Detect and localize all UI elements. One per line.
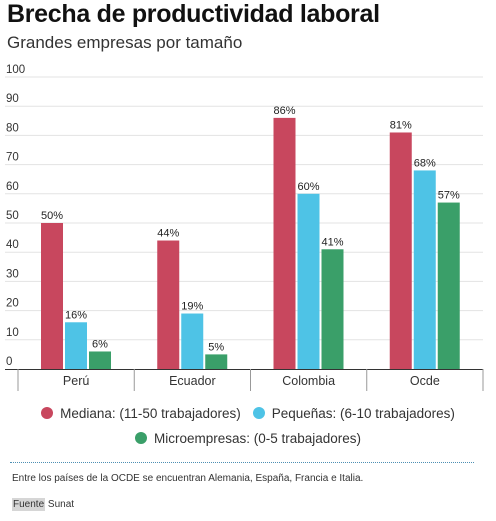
data-label: 41% bbox=[321, 236, 343, 248]
bar bbox=[321, 249, 344, 369]
bar bbox=[389, 132, 412, 369]
data-label: 68% bbox=[414, 157, 436, 169]
legend-item-mediana[interactable]: Mediana: (11-50 trabajadores) bbox=[41, 406, 241, 421]
y-tick-label: 70 bbox=[6, 152, 19, 164]
bar bbox=[65, 322, 87, 369]
bar bbox=[181, 313, 204, 369]
legend-label-pequenas: Pequeñas: (6-10 trabajadores) bbox=[271, 405, 455, 421]
data-label: 19% bbox=[181, 301, 203, 313]
y-tick-label: 20 bbox=[6, 298, 19, 310]
source-label: Fuente bbox=[12, 498, 46, 511]
data-label: 86% bbox=[273, 105, 295, 117]
y-tick-label: 80 bbox=[6, 122, 19, 134]
bar bbox=[273, 117, 296, 369]
source-line: Fuente Sunat bbox=[12, 498, 75, 511]
legend-item-pequenas[interactable]: Pequeñas: (6-10 trabajadores) bbox=[252, 405, 455, 421]
legend-label-mediana: Mediana: (11-50 trabajadores) bbox=[60, 405, 241, 421]
y-tick-label: 100 bbox=[6, 64, 25, 76]
y-tick-label: 0 bbox=[6, 356, 12, 368]
legend-swatch-mediana bbox=[41, 407, 54, 419]
data-label: 5% bbox=[208, 341, 224, 353]
y-tick-label: 10 bbox=[6, 327, 19, 339]
page-title: Brecha de productividad laboral bbox=[7, 0, 380, 28]
legend-row: Microempresas: (0-5 trabajadores) bbox=[0, 427, 496, 449]
data-label: 57% bbox=[438, 190, 460, 202]
y-tick-label: 30 bbox=[6, 268, 19, 280]
footnote: Entre los países de la OCDE se encuentra… bbox=[12, 473, 364, 484]
y-tick-label: 50 bbox=[6, 210, 19, 222]
data-label: 50% bbox=[41, 210, 63, 222]
x-tick-label: Perú bbox=[63, 374, 89, 388]
page-subtitle: Grandes empresas por tamaño bbox=[7, 33, 243, 52]
data-label: 16% bbox=[65, 309, 87, 321]
bar bbox=[205, 354, 228, 369]
x-tick-label: Ocde bbox=[410, 374, 440, 388]
footer-divider bbox=[10, 462, 474, 463]
legend-item-microempresas[interactable]: Microempresas: (0-5 trabajadores) bbox=[134, 430, 362, 446]
legend-swatch-microempresas bbox=[134, 432, 147, 444]
y-tick-label: 60 bbox=[6, 181, 19, 193]
legend-label-microempresas: Microempresas: (0-5 trabajadores) bbox=[153, 430, 362, 446]
bar-chart: 0 10 20 30 40 50 60 70 80 90 100 Perú Ecuador Colombi… bbox=[5, 64, 484, 391]
data-label: 44% bbox=[157, 228, 179, 240]
bar bbox=[413, 170, 436, 369]
y-tick-label: 40 bbox=[6, 239, 19, 251]
bar bbox=[297, 193, 320, 369]
legend-row: Mediana: (11-50 trabajadores) Pequeñas: … bbox=[0, 402, 496, 424]
data-label: 60% bbox=[297, 181, 319, 193]
x-tick-label: Ecuador bbox=[169, 374, 216, 388]
data-label: 6% bbox=[92, 338, 108, 350]
bar bbox=[157, 240, 180, 369]
data-label: 81% bbox=[390, 119, 412, 131]
bar bbox=[41, 223, 63, 369]
x-tick-label: Colombia bbox=[282, 374, 335, 388]
legend: Mediana: (11-50 trabajadores) Pequeñas: … bbox=[0, 402, 496, 452]
bar bbox=[437, 202, 460, 369]
bar bbox=[89, 351, 111, 369]
source-value: Sunat bbox=[47, 499, 75, 510]
y-tick-label: 90 bbox=[6, 93, 19, 105]
legend-swatch-pequenas bbox=[252, 407, 265, 419]
